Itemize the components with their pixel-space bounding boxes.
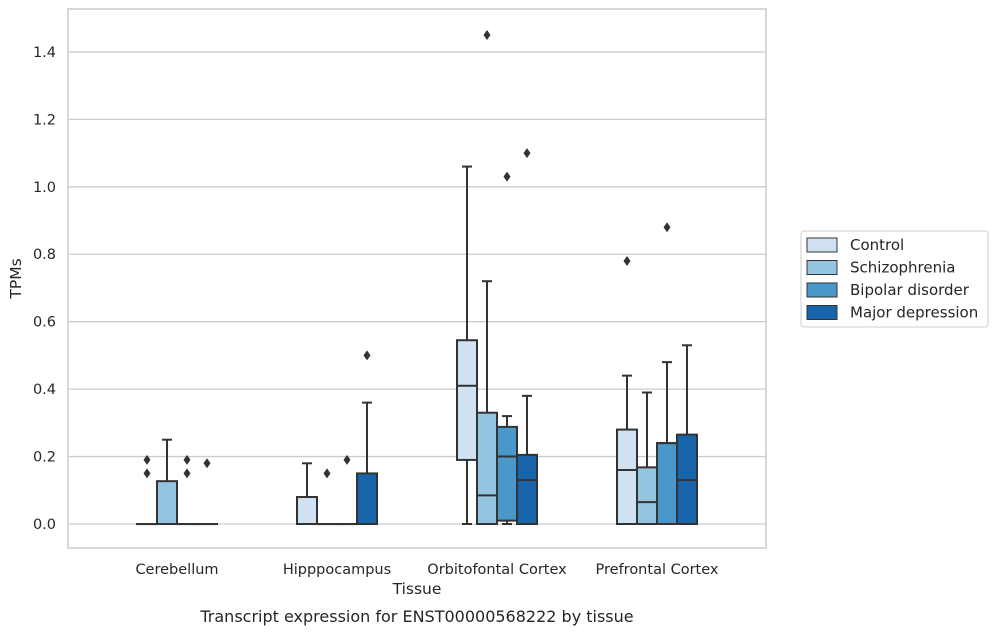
box-2-1 bbox=[476, 30, 498, 525]
outlier-point bbox=[503, 171, 511, 182]
outlier-point bbox=[183, 454, 191, 465]
box-3-1 bbox=[636, 391, 658, 526]
y-tick-label: 0.2 bbox=[33, 450, 56, 466]
legend-frame bbox=[800, 230, 989, 328]
box-0-1 bbox=[156, 438, 178, 525]
y-tick-label: 0.4 bbox=[33, 382, 56, 398]
box-3-3 bbox=[676, 344, 698, 525]
box-rect bbox=[636, 466, 658, 526]
grid-lines bbox=[68, 51, 766, 525]
y-tick-label: 0.0 bbox=[33, 517, 56, 533]
y-tick-label: 1.2 bbox=[33, 112, 56, 128]
box-0-2 bbox=[176, 454, 198, 526]
box-3-2 bbox=[656, 222, 678, 525]
box-0-3 bbox=[196, 458, 218, 526]
box-1-1 bbox=[316, 468, 338, 526]
outlier-point bbox=[343, 454, 351, 465]
y-tick-labels: 0.0 0.2 0.4 0.6 0.8 1.0 1.2 1.4 bbox=[33, 45, 56, 533]
box-1-2 bbox=[336, 454, 358, 526]
box-rect bbox=[456, 339, 478, 461]
x-tick-label: Hipppocampus bbox=[283, 562, 391, 578]
box-rect bbox=[296, 496, 318, 525]
box-3-0 bbox=[616, 255, 638, 526]
legend: Control Schizophrenia Bipolar disorder Majo… bbox=[800, 230, 989, 328]
legend-label: Bipolar disorder bbox=[850, 281, 970, 299]
legend-swatch bbox=[806, 260, 838, 275]
chart-caption: Transcript expression for ENST0000056822… bbox=[199, 607, 633, 626]
legend-label: Schizophrenia bbox=[850, 259, 955, 277]
outlier-point bbox=[363, 350, 371, 361]
box-rect bbox=[656, 442, 678, 525]
plot-boxes bbox=[136, 30, 698, 526]
box-rect bbox=[616, 428, 638, 526]
legend-label: Major depression bbox=[850, 304, 978, 322]
y-tick-label: 1.4 bbox=[33, 45, 56, 61]
box-rect bbox=[356, 472, 378, 526]
box-1-0 bbox=[296, 462, 318, 525]
y-tick-label: 0.6 bbox=[33, 315, 56, 331]
outlier-point bbox=[203, 458, 211, 469]
box-rect bbox=[496, 425, 518, 522]
x-axis-label: Tissue bbox=[392, 580, 442, 598]
x-tick-label: Prefrontal Cortex bbox=[596, 562, 719, 578]
box-rect bbox=[516, 453, 538, 525]
outlier-point bbox=[623, 255, 631, 266]
box-0-0 bbox=[136, 454, 158, 526]
box-rect bbox=[156, 480, 178, 525]
box-2-2 bbox=[496, 171, 518, 525]
x-tick-label: Cerebellum bbox=[135, 562, 218, 578]
outlier-point bbox=[323, 468, 331, 479]
box-1-3 bbox=[356, 350, 378, 526]
outlier-point bbox=[483, 30, 491, 41]
x-tick-label: Orbitofontal Cortex bbox=[427, 562, 567, 578]
legend-swatch bbox=[806, 237, 838, 253]
legend-swatch bbox=[806, 305, 838, 320]
box-rect bbox=[476, 411, 498, 525]
x-tick-labels: Cerebellum Hipppocampus Orbitofontal Corte… bbox=[135, 562, 718, 578]
outlier-point bbox=[143, 468, 151, 479]
box-2-0 bbox=[456, 165, 478, 525]
y-tick-label: 1.0 bbox=[33, 180, 56, 196]
outlier-point bbox=[663, 222, 671, 233]
outlier-point bbox=[523, 148, 531, 159]
y-tick-label: 0.8 bbox=[33, 247, 56, 263]
box-2-3 bbox=[516, 148, 538, 525]
legend-label: Control bbox=[850, 236, 904, 254]
plot-area-frame bbox=[67, 8, 767, 549]
outlier-point bbox=[183, 468, 191, 479]
outlier-point bbox=[143, 454, 151, 465]
y-axis-label: TPMs bbox=[7, 258, 25, 299]
legend-swatch bbox=[806, 282, 838, 298]
